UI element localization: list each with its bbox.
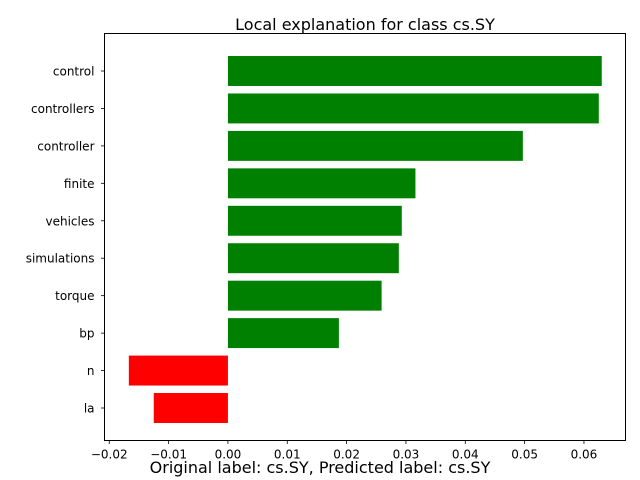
y-tick-label: bp <box>79 327 94 341</box>
bar-controllers <box>227 93 599 124</box>
x-tick-label: 0.05 <box>511 448 538 462</box>
y-tick-label: control <box>53 65 95 79</box>
y-tick-label: vehicles <box>46 214 95 228</box>
x-tick-label: 0.02 <box>333 448 360 462</box>
x-tick-label: 0.03 <box>393 448 420 462</box>
x-tick-label: 0.04 <box>452 448 479 462</box>
y-tick-label: torque <box>55 289 94 303</box>
chart-title: Local explanation for class cs.SY <box>235 15 495 34</box>
bar-controller <box>227 130 523 161</box>
x-tick-label: −0.02 <box>91 448 128 462</box>
bar-bp <box>227 318 339 349</box>
x-tick-label: 0.00 <box>215 448 242 462</box>
y-tick-label: n <box>87 364 95 378</box>
x-tick-label: −0.01 <box>150 448 187 462</box>
x-tick-label: 0.01 <box>274 448 301 462</box>
bar-simulations <box>227 243 399 274</box>
y-tick-label: simulations <box>26 252 95 266</box>
bars-layer <box>128 56 602 423</box>
y-axis-ticks: control controllers controller finite vehicl… <box>26 65 105 416</box>
y-tick-label: controller <box>37 139 94 153</box>
x-axis-ticks: −0.02 −0.01 0.00 0.01 0.02 0.03 0.04 0.05 0.06 <box>91 440 598 462</box>
plot-frame <box>104 33 626 441</box>
y-tick-label: finite <box>64 177 95 191</box>
bar-finite <box>227 168 416 199</box>
caption: Original label: cs.SY, Predicted label: … <box>149 458 491 477</box>
x-tick-label: 0.06 <box>571 448 598 462</box>
y-tick-label: controllers <box>31 102 95 116</box>
bar-vehicles <box>227 205 402 236</box>
y-tick-label: la <box>84 402 95 416</box>
bar-control <box>227 56 602 86</box>
bar-la <box>153 393 228 423</box>
bar-torque <box>227 280 382 311</box>
bar-n <box>128 355 228 386</box>
